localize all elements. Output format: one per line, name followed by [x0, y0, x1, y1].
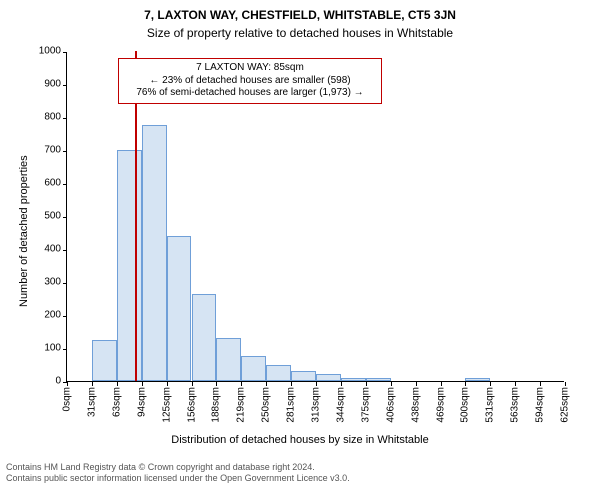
x-tick-label: 156sqm [186, 381, 197, 423]
histogram-bar [316, 374, 341, 381]
y-tick-label: 900 [44, 79, 67, 90]
x-tick-label: 500sqm [460, 381, 471, 423]
histogram-bar [216, 338, 241, 381]
footer-line-2: Contains public sector information licen… [6, 473, 594, 484]
y-tick-mark [63, 118, 67, 119]
histogram-bar [241, 356, 266, 381]
y-tick-mark [63, 217, 67, 218]
histogram-bar [167, 236, 192, 381]
histogram-bar [92, 340, 117, 381]
x-tick-label: 594sqm [535, 381, 546, 423]
x-tick-mark [391, 382, 392, 386]
x-tick-label: 563sqm [510, 381, 521, 423]
x-tick-label: 281sqm [286, 381, 297, 423]
annotation-line-2: ← 23% of detached houses are smaller (59… [125, 75, 375, 88]
x-tick-label: 219sqm [236, 381, 247, 423]
y-tick-label: 400 [44, 244, 67, 255]
x-tick-mark [441, 382, 442, 386]
x-tick-label: 406sqm [385, 381, 396, 423]
y-tick-mark [63, 85, 67, 86]
y-tick-mark [63, 52, 67, 53]
y-tick-label: 700 [44, 145, 67, 156]
x-tick-label: 94sqm [136, 381, 147, 417]
y-tick-label: 1000 [39, 46, 67, 57]
histogram-bar [142, 125, 167, 381]
chart-title-main: 7, LAXTON WAY, CHESTFIELD, WHITSTABLE, C… [0, 8, 600, 22]
x-tick-label: 31sqm [86, 381, 97, 417]
x-tick-mark [565, 382, 566, 386]
x-tick-label: 344sqm [335, 381, 346, 423]
y-tick-mark [63, 184, 67, 185]
x-tick-mark [241, 382, 242, 386]
x-tick-mark [490, 382, 491, 386]
x-tick-mark [341, 382, 342, 386]
y-tick-label: 500 [44, 211, 67, 222]
y-tick-mark [63, 283, 67, 284]
x-tick-label: 469sqm [435, 381, 446, 423]
y-tick-label: 100 [44, 343, 67, 354]
x-tick-label: 375sqm [360, 381, 371, 423]
x-tick-mark [167, 382, 168, 386]
x-tick-mark [316, 382, 317, 386]
x-axis-label: Distribution of detached houses by size … [0, 434, 600, 446]
x-tick-mark [142, 382, 143, 386]
footer-attribution: Contains HM Land Registry data © Crown c… [0, 462, 600, 484]
y-axis-label: Number of detached properties [18, 155, 30, 307]
y-tick-mark [63, 316, 67, 317]
y-tick-label: 200 [44, 310, 67, 321]
x-tick-mark [515, 382, 516, 386]
x-tick-mark [192, 382, 193, 386]
x-tick-label: 313sqm [311, 381, 322, 423]
x-tick-mark [117, 382, 118, 386]
histogram-bar [291, 371, 316, 381]
y-tick-label: 600 [44, 178, 67, 189]
annotation-line-1: 7 LAXTON WAY: 85sqm [125, 62, 375, 75]
x-tick-mark [540, 382, 541, 386]
histogram-bar [192, 294, 217, 381]
x-tick-label: 531sqm [485, 381, 496, 423]
y-tick-label: 300 [44, 277, 67, 288]
y-tick-mark [63, 250, 67, 251]
annotation-line-3: 76% of semi-detached houses are larger (… [125, 87, 375, 100]
x-tick-label: 63sqm [111, 381, 122, 417]
x-tick-mark [416, 382, 417, 386]
y-tick-mark [63, 151, 67, 152]
x-tick-mark [465, 382, 466, 386]
marker-annotation: 7 LAXTON WAY: 85sqm ← 23% of detached ho… [118, 58, 382, 104]
x-tick-mark [67, 382, 68, 386]
chart-title-sub: Size of property relative to detached ho… [0, 26, 600, 40]
y-tick-mark [63, 349, 67, 350]
x-tick-mark [92, 382, 93, 386]
x-tick-label: 125sqm [161, 381, 172, 423]
x-tick-mark [266, 382, 267, 386]
x-tick-label: 625sqm [560, 381, 571, 423]
footer-line-1: Contains HM Land Registry data © Crown c… [6, 462, 594, 473]
x-tick-mark [216, 382, 217, 386]
histogram-bar [117, 150, 142, 381]
histogram-bar [266, 365, 291, 382]
y-tick-label: 800 [44, 112, 67, 123]
x-tick-label: 250sqm [261, 381, 272, 423]
x-tick-label: 188sqm [211, 381, 222, 423]
x-tick-label: 438sqm [410, 381, 421, 423]
x-tick-mark [291, 382, 292, 386]
x-tick-mark [366, 382, 367, 386]
